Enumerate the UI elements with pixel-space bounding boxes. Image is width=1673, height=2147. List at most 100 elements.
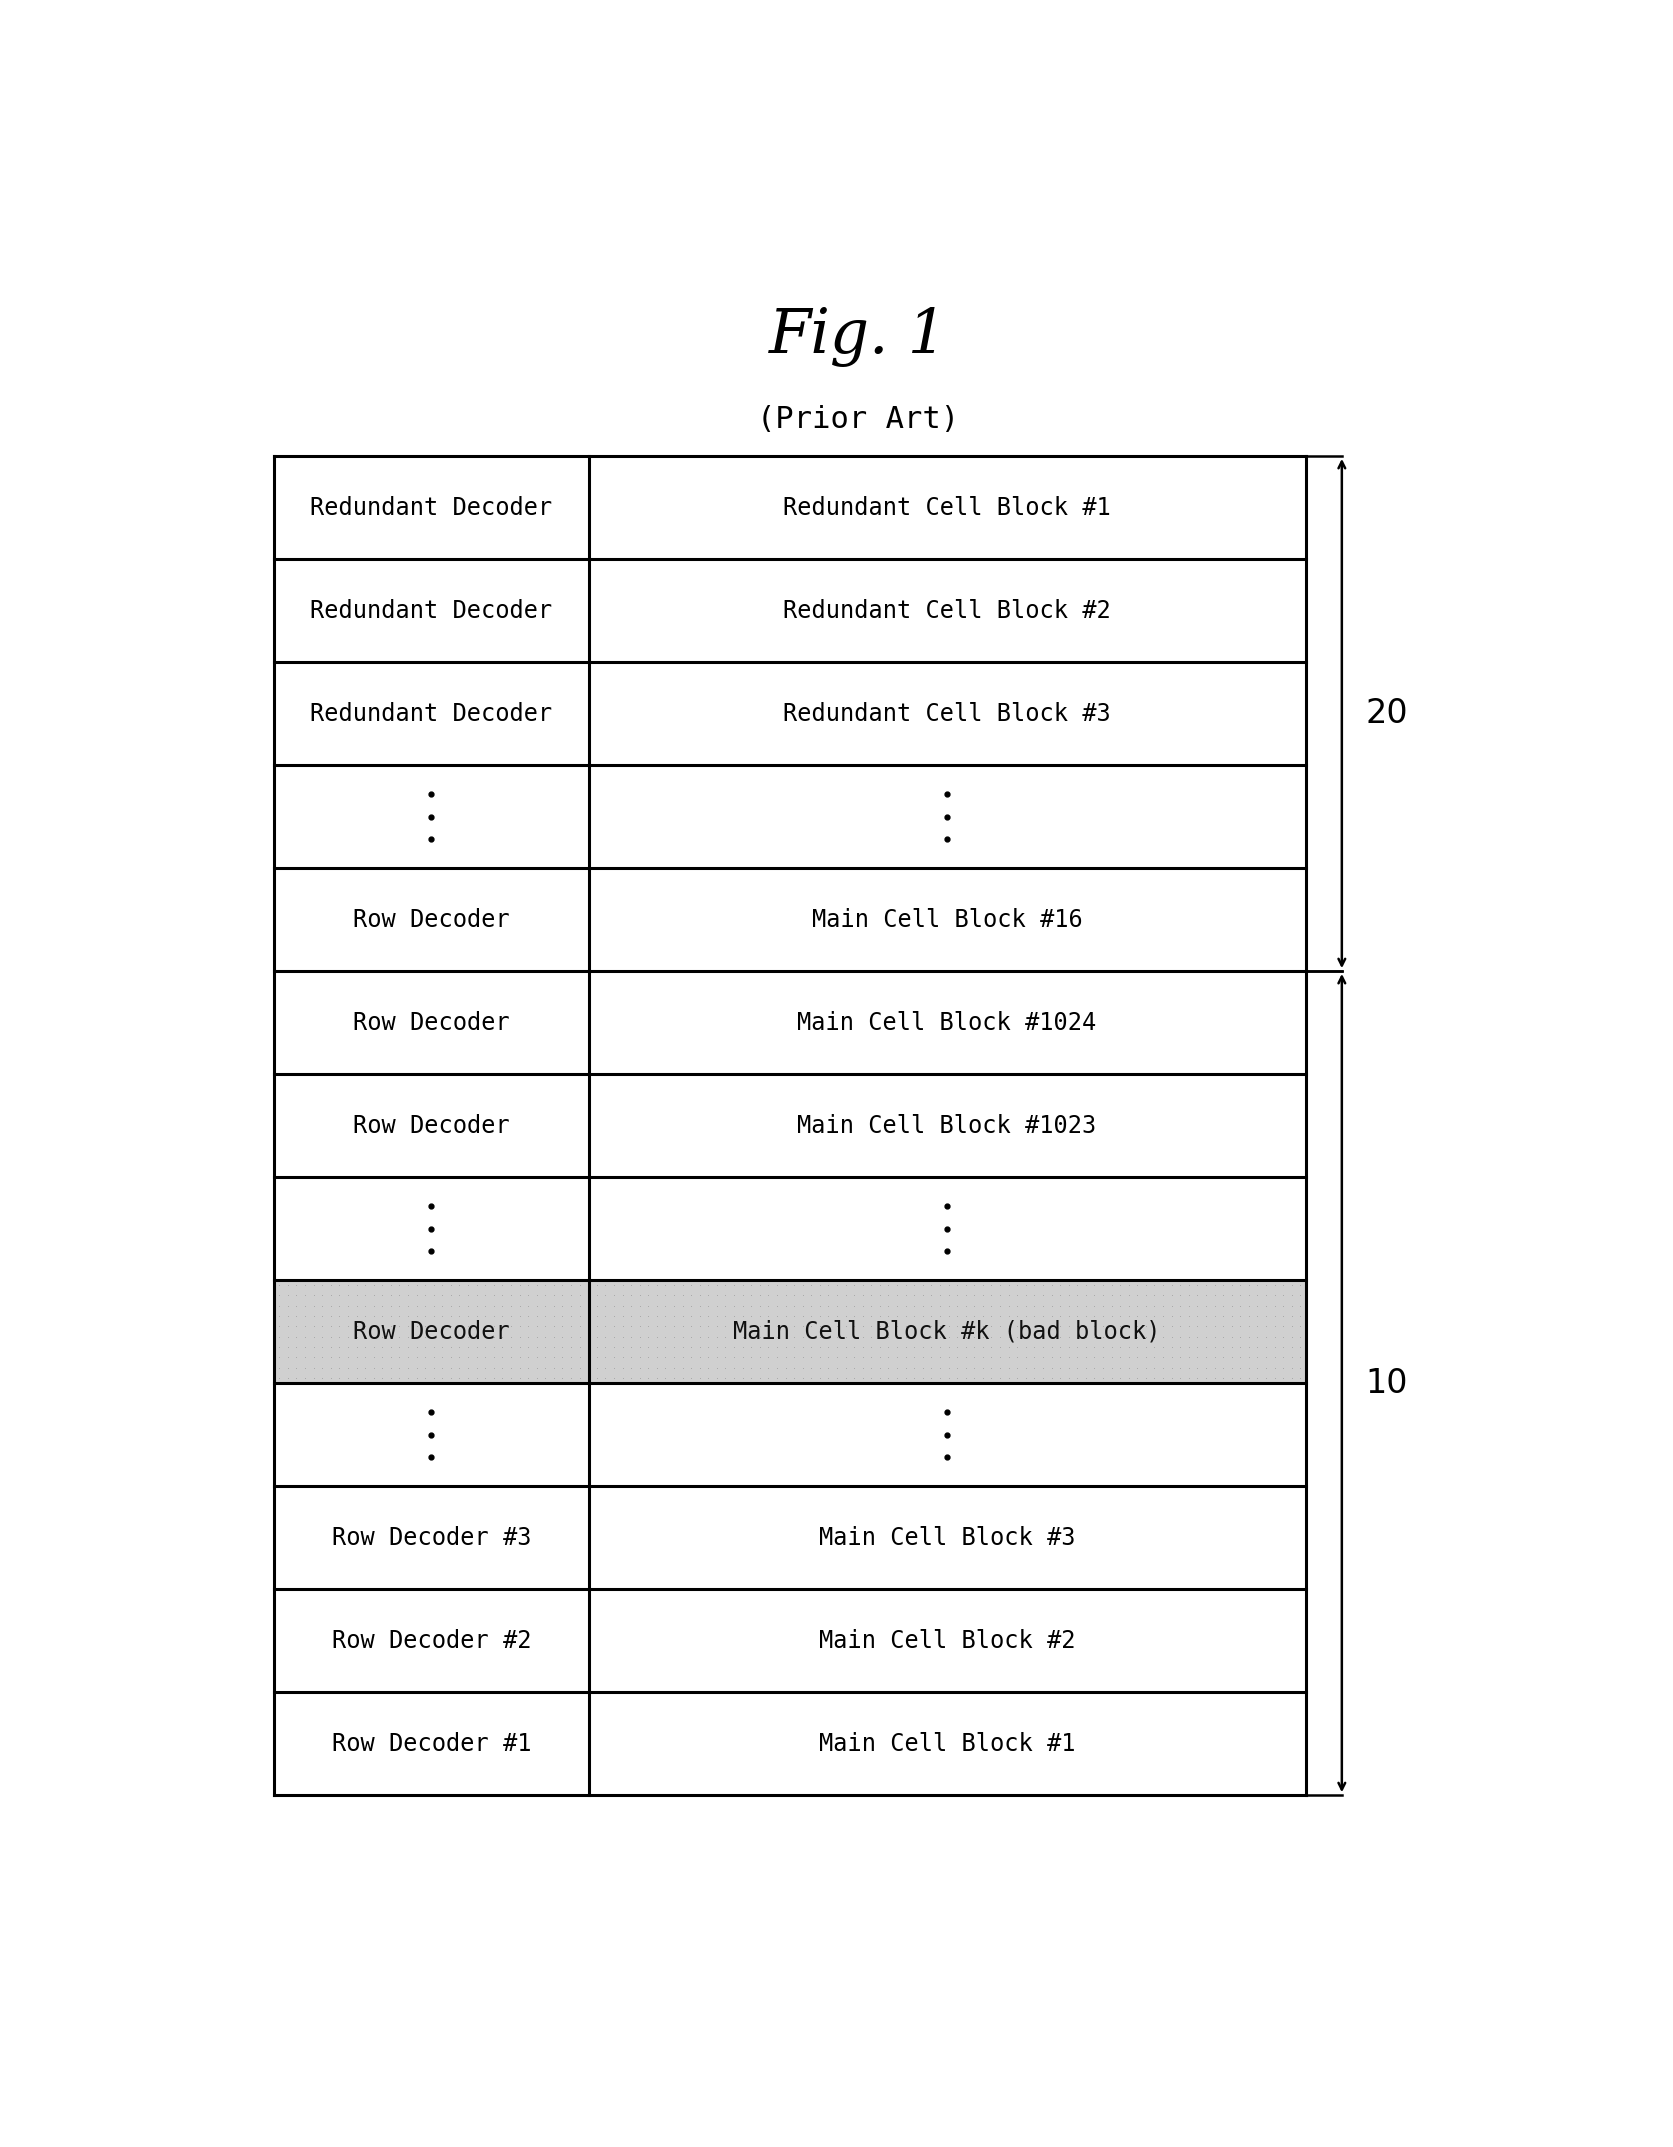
Point	[651, 1277, 678, 1312]
Point	[445, 1299, 472, 1333]
Point	[617, 1320, 644, 1355]
Point	[1183, 1361, 1210, 1396]
Point	[1158, 1299, 1184, 1333]
Point	[343, 1340, 370, 1374]
Point	[455, 1269, 482, 1303]
Point	[858, 1277, 885, 1312]
Point	[908, 1299, 935, 1333]
Point	[780, 1340, 806, 1374]
Point	[489, 1350, 515, 1385]
Text: 20: 20	[1365, 698, 1407, 730]
Point	[480, 1340, 507, 1374]
Point	[642, 1350, 669, 1385]
Point	[1141, 1340, 1168, 1374]
Text: Redundant Decoder: Redundant Decoder	[310, 496, 552, 520]
Point	[669, 1329, 696, 1363]
Point	[1278, 1361, 1305, 1396]
Point	[574, 1310, 601, 1344]
Point	[480, 1288, 507, 1323]
Point	[1029, 1329, 1056, 1363]
Point	[746, 1361, 773, 1396]
Point	[763, 1361, 790, 1396]
Point	[420, 1350, 447, 1385]
Point	[935, 1277, 962, 1312]
Point	[463, 1269, 490, 1303]
Point	[1166, 1310, 1193, 1344]
Point	[582, 1310, 609, 1344]
Point	[840, 1288, 867, 1323]
Point	[1123, 1361, 1149, 1396]
Point	[1191, 1320, 1218, 1355]
Point	[505, 1340, 532, 1374]
Point	[489, 1277, 515, 1312]
Point	[1278, 1299, 1305, 1333]
Point	[763, 1269, 790, 1303]
Point	[524, 1320, 550, 1355]
Point	[1097, 1299, 1124, 1333]
Point	[299, 1361, 326, 1396]
Point	[266, 1320, 293, 1355]
Point	[1106, 1299, 1133, 1333]
Point	[489, 1329, 515, 1363]
Point	[318, 1277, 345, 1312]
Point	[729, 1269, 756, 1303]
Point	[1123, 1310, 1149, 1344]
Point	[969, 1277, 995, 1312]
Point	[831, 1269, 858, 1303]
Point	[420, 1288, 447, 1323]
Point	[729, 1277, 756, 1312]
Point	[746, 1288, 773, 1323]
Point	[738, 1361, 765, 1396]
Point	[1191, 1277, 1218, 1312]
Point	[1141, 1320, 1168, 1355]
Point	[746, 1350, 773, 1385]
Point	[335, 1277, 361, 1312]
Point	[1037, 1277, 1064, 1312]
Point	[729, 1350, 756, 1385]
Point	[867, 1340, 893, 1374]
Point	[480, 1269, 507, 1303]
Point	[1191, 1310, 1218, 1344]
Point	[1133, 1340, 1159, 1374]
Point	[266, 1329, 293, 1363]
Point	[960, 1288, 987, 1323]
Point	[1029, 1320, 1056, 1355]
Point	[574, 1299, 601, 1333]
Point	[927, 1361, 954, 1396]
Point	[823, 1310, 850, 1344]
Point	[1260, 1299, 1287, 1333]
Point	[790, 1340, 816, 1374]
Point	[360, 1299, 386, 1333]
Point	[343, 1299, 370, 1333]
Point	[944, 1329, 970, 1363]
Point	[1012, 1361, 1039, 1396]
Point	[1106, 1269, 1133, 1303]
Point	[1149, 1288, 1176, 1323]
Point	[892, 1277, 918, 1312]
Point	[634, 1320, 661, 1355]
Point	[368, 1269, 395, 1303]
Point	[574, 1320, 601, 1355]
Point	[274, 1269, 301, 1303]
Point	[351, 1340, 378, 1374]
Point	[1141, 1361, 1168, 1396]
Point	[601, 1320, 627, 1355]
Point	[1260, 1340, 1287, 1374]
Point	[395, 1310, 422, 1344]
Point	[823, 1329, 850, 1363]
Point	[437, 1320, 463, 1355]
Point	[1278, 1288, 1305, 1323]
Point	[892, 1361, 918, 1396]
Point	[995, 1277, 1022, 1312]
Point	[318, 1329, 345, 1363]
Point	[977, 1310, 1004, 1344]
Point	[908, 1288, 935, 1323]
Point	[917, 1340, 944, 1374]
Point	[540, 1277, 567, 1312]
Point	[565, 1277, 592, 1312]
Point	[944, 1288, 970, 1323]
Point	[935, 1288, 962, 1323]
Point	[1089, 1361, 1116, 1396]
Point	[1226, 1269, 1253, 1303]
Point	[351, 1277, 378, 1312]
